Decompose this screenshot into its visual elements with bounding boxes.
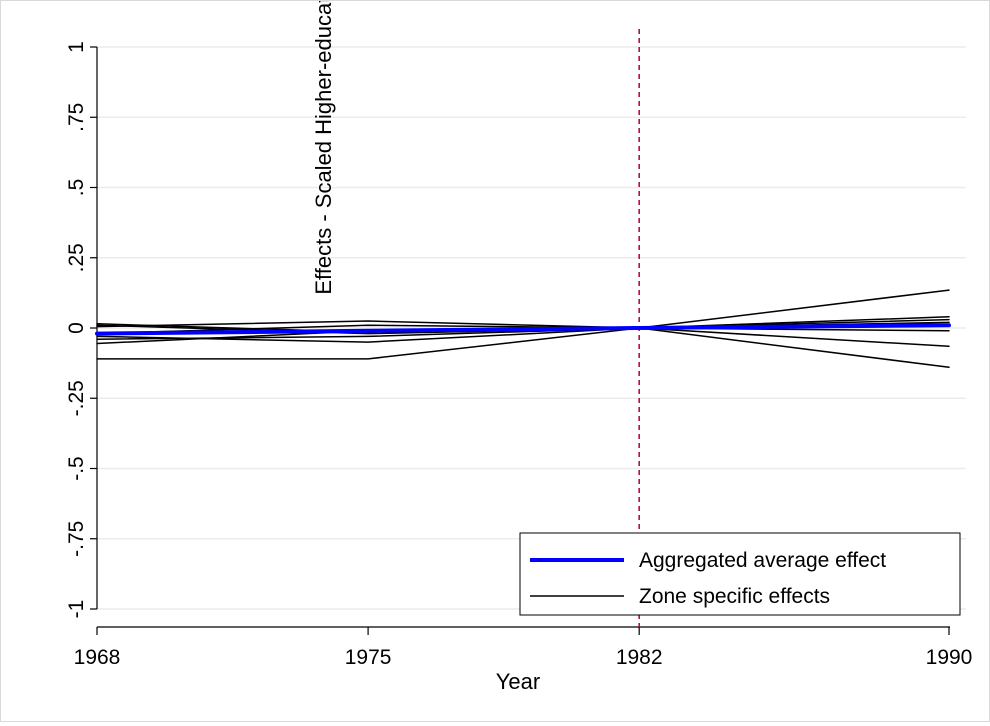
y-tick-label: .5	[65, 179, 88, 197]
y-tick-label: -1	[65, 600, 88, 619]
series-line-zone	[96, 289, 950, 360]
y-tick-label: 0	[65, 322, 88, 334]
x-ticks: 1968 1975 1982 1990	[74, 627, 973, 669]
legend-label-average: Aggregated average effect	[639, 549, 886, 572]
x-tick-label: 1990	[926, 646, 973, 669]
y-tick-label: .75	[65, 103, 88, 132]
series-line-aggregated	[95, 323, 951, 336]
legend: Aggregated average effect Zone specific …	[519, 532, 961, 616]
x-tick-label: 1975	[345, 646, 392, 669]
y-ticks: 1 .75 .5 .25 0 -.25 -.5 -.75 -1	[65, 41, 97, 618]
y-tick-label: -.5	[65, 456, 88, 481]
x-tick-label: 1968	[74, 646, 121, 669]
y-axis-title: Effects - Scaled Higher-educated populat…	[311, 1, 336, 295]
series-line-zone	[96, 318, 950, 343]
series-line-zone	[96, 327, 950, 340]
x-axis-title: Year	[496, 669, 540, 694]
series-layer	[95, 289, 951, 369]
y-tick-label: -.75	[65, 521, 88, 557]
y-tick-label: .25	[65, 243, 88, 272]
x-tick-label: 1982	[616, 646, 663, 669]
legend-label-zone: Zone specific effects	[639, 585, 830, 608]
y-tick-label: -.25	[65, 380, 88, 416]
series-line-zone	[96, 316, 950, 329]
y-tick-label: 1	[65, 41, 88, 53]
legend-box	[519, 532, 961, 616]
